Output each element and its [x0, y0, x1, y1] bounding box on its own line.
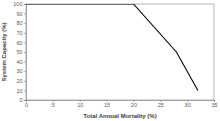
y-tick: 70	[16, 30, 26, 36]
y-tick-mark	[24, 23, 26, 24]
x-tick-label: 15	[104, 102, 110, 108]
x-tick: 25	[158, 100, 164, 108]
x-tick: 30	[185, 100, 191, 108]
y-tick: 80	[16, 20, 26, 26]
x-tick-label: 0	[25, 102, 28, 108]
y-tick-mark	[24, 33, 26, 34]
x-axis-title: Total Annual Mortality (%)	[83, 113, 156, 119]
x-axis: 0 5 10 15 20 25 30 35	[25, 100, 218, 108]
y-axis: 0 10 20 30 40 50 60 70 80 90 100	[13, 1, 26, 103]
x-tick: 35	[211, 100, 217, 108]
y-tick-mark	[24, 42, 26, 43]
y-tick: 10	[16, 88, 26, 94]
x-tick: 0	[25, 100, 28, 108]
y-tick-label: 70	[16, 30, 22, 36]
y-tick-mark	[24, 62, 26, 63]
marks	[26, 4, 198, 90]
y-tick-mark	[24, 4, 26, 5]
plot: 0 5 10 15 20 25 30 35 0 10 20 30 40 50 60 70 80 90 100	[13, 1, 217, 108]
x-tick: 20	[131, 100, 137, 108]
y-tick-label: 40	[16, 59, 22, 65]
plot-frame	[26, 4, 214, 100]
x-tick-label: 20	[131, 102, 137, 108]
y-tick: 30	[16, 68, 26, 74]
y-tick-mark	[24, 100, 26, 101]
y-tick-label: 30	[16, 68, 22, 74]
y-tick: 40	[16, 59, 26, 65]
y-tick: 0	[19, 97, 26, 103]
x-tick-label: 5	[52, 102, 55, 108]
x-tick: 5	[52, 100, 55, 108]
y-tick-mark	[24, 71, 26, 72]
y-tick-label: 90	[16, 11, 22, 17]
y-tick-label: 60	[16, 40, 22, 46]
y-tick-label: 0	[19, 97, 22, 103]
y-tick-label: 50	[16, 49, 22, 55]
y-tick-label: 20	[16, 78, 22, 84]
y-tick: 20	[16, 78, 26, 84]
x-tick: 15	[104, 100, 110, 108]
y-tick-label: 80	[16, 20, 22, 26]
y-tick: 90	[16, 11, 26, 17]
x-tick-label: 30	[185, 102, 191, 108]
y-tick-label: 100	[13, 1, 22, 7]
y-axis-line	[24, 5, 27, 101]
y-tick-mark	[24, 90, 26, 91]
y-tick-mark	[24, 14, 26, 15]
y-tick-mark	[24, 81, 26, 82]
x-tick-label: 35	[211, 102, 217, 108]
y-tick: 60	[16, 40, 26, 46]
y-tick: 50	[16, 49, 26, 55]
x-tick: 10	[77, 100, 83, 108]
y-tick-label: 10	[16, 88, 22, 94]
y-tick: 100	[13, 1, 26, 7]
x-tick-label: 10	[77, 102, 83, 108]
data-line	[26, 4, 198, 90]
y-tick-mark	[24, 52, 26, 53]
x-tick-label: 25	[158, 102, 164, 108]
y-axis-title: System Capacity (%)	[1, 22, 7, 81]
chart: 0 5 10 15 20 25 30 35 0 10 20 30 40 50 60 70 80 90 100 Tota…	[0, 0, 220, 121]
